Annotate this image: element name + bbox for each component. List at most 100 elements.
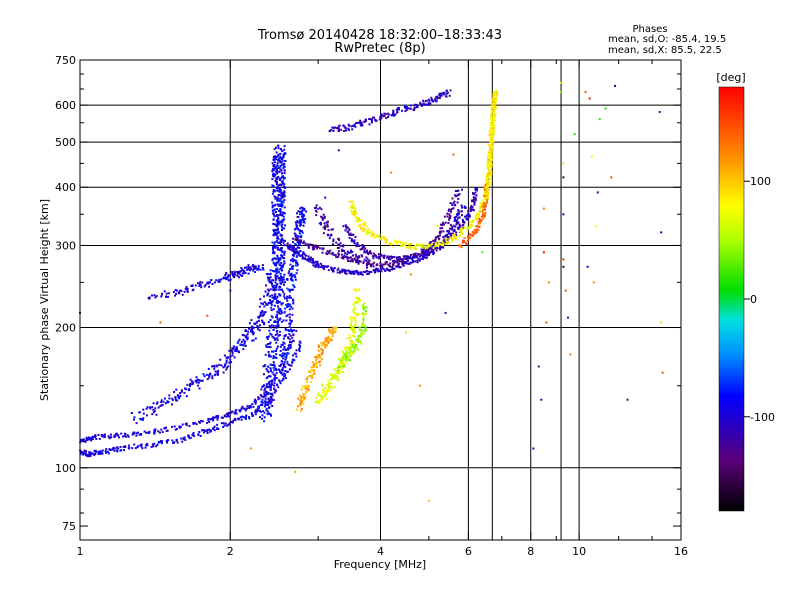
- data-point: [474, 231, 477, 234]
- data-point: [273, 384, 276, 387]
- data-point: [469, 223, 472, 226]
- data-point: [247, 405, 250, 408]
- data-point: [140, 445, 143, 448]
- data-point: [473, 193, 476, 196]
- data-point: [271, 335, 274, 338]
- data-point: [244, 271, 247, 274]
- data-point: [614, 84, 616, 87]
- data-point: [252, 339, 255, 342]
- data-point: [94, 453, 97, 455]
- data-point: [310, 256, 312, 259]
- data-point: [338, 359, 341, 362]
- data-point: [275, 268, 278, 271]
- data-point: [426, 249, 429, 252]
- data-point: [322, 213, 325, 216]
- data-point: [349, 339, 352, 342]
- data-point: [588, 97, 591, 100]
- data-point: [472, 231, 475, 234]
- data-point: [227, 413, 230, 416]
- data-point: [250, 326, 253, 329]
- data-point: [264, 311, 267, 314]
- data-point: [270, 315, 273, 318]
- data-point: [272, 211, 275, 214]
- data-point: [167, 292, 170, 295]
- data-point: [240, 407, 243, 410]
- data-point: [304, 218, 307, 221]
- data-point: [397, 258, 400, 261]
- data-point: [298, 349, 301, 352]
- data-point: [267, 403, 270, 406]
- data-point: [314, 209, 317, 212]
- data-point: [251, 339, 254, 342]
- data-point: [179, 392, 182, 394]
- data-point: [444, 234, 447, 237]
- data-point: [660, 231, 663, 234]
- data-point: [291, 267, 294, 270]
- data-point: [226, 413, 228, 415]
- data-point: [148, 297, 151, 300]
- data-point: [330, 129, 332, 132]
- data-point: [281, 226, 284, 229]
- data-point: [280, 197, 283, 200]
- data-point: [316, 247, 318, 250]
- data-point: [331, 335, 334, 338]
- data-point: [259, 416, 261, 419]
- data-point: [295, 225, 298, 228]
- data-point: [491, 105, 494, 108]
- data-point: [226, 415, 229, 418]
- data-point: [401, 262, 404, 265]
- data-point: [459, 229, 462, 232]
- data-point: [373, 236, 376, 239]
- data-point: [218, 280, 221, 283]
- data-point: [348, 256, 351, 259]
- data-point: [302, 224, 305, 227]
- data-point: [469, 207, 472, 210]
- data-point: [325, 391, 328, 394]
- data-point: [387, 258, 390, 261]
- data-point: [462, 221, 465, 223]
- data-point: [297, 228, 300, 231]
- data-point: [401, 244, 404, 247]
- data-point: [289, 303, 292, 306]
- data-point: [279, 161, 282, 164]
- data-point: [263, 305, 266, 308]
- data-point: [317, 361, 320, 364]
- data-point: [292, 300, 295, 303]
- data-point: [277, 288, 280, 291]
- data-point: [437, 245, 440, 248]
- data-point: [275, 275, 278, 278]
- data-point: [274, 155, 277, 158]
- data-point: [384, 113, 387, 116]
- data-point: [184, 439, 187, 441]
- data-point: [491, 102, 494, 105]
- data-point: [487, 184, 490, 187]
- data-point: [302, 240, 305, 243]
- x-tick-label: 2: [227, 545, 234, 558]
- data-point: [251, 326, 254, 328]
- data-point: [270, 324, 273, 327]
- data-point: [108, 448, 111, 451]
- data-point: [275, 356, 278, 359]
- data-point: [273, 338, 276, 341]
- data-point: [349, 351, 352, 354]
- data-point: [458, 223, 461, 226]
- data-point: [174, 397, 177, 400]
- data-point: [304, 393, 306, 396]
- data-point: [451, 197, 454, 200]
- data-point: [475, 218, 478, 221]
- data-point: [381, 265, 384, 268]
- data-point: [139, 417, 142, 420]
- data-point: [380, 116, 383, 119]
- data-point: [486, 199, 489, 202]
- data-point: [281, 172, 283, 175]
- data-point: [327, 379, 330, 382]
- data-point: [350, 345, 353, 348]
- data-point: [408, 246, 410, 249]
- data-point: [227, 274, 230, 277]
- data-point: [282, 196, 284, 199]
- data-point: [491, 109, 494, 112]
- data-point: [481, 251, 484, 254]
- data-point: [179, 425, 182, 428]
- data-point: [92, 435, 95, 438]
- data-point: [319, 262, 322, 265]
